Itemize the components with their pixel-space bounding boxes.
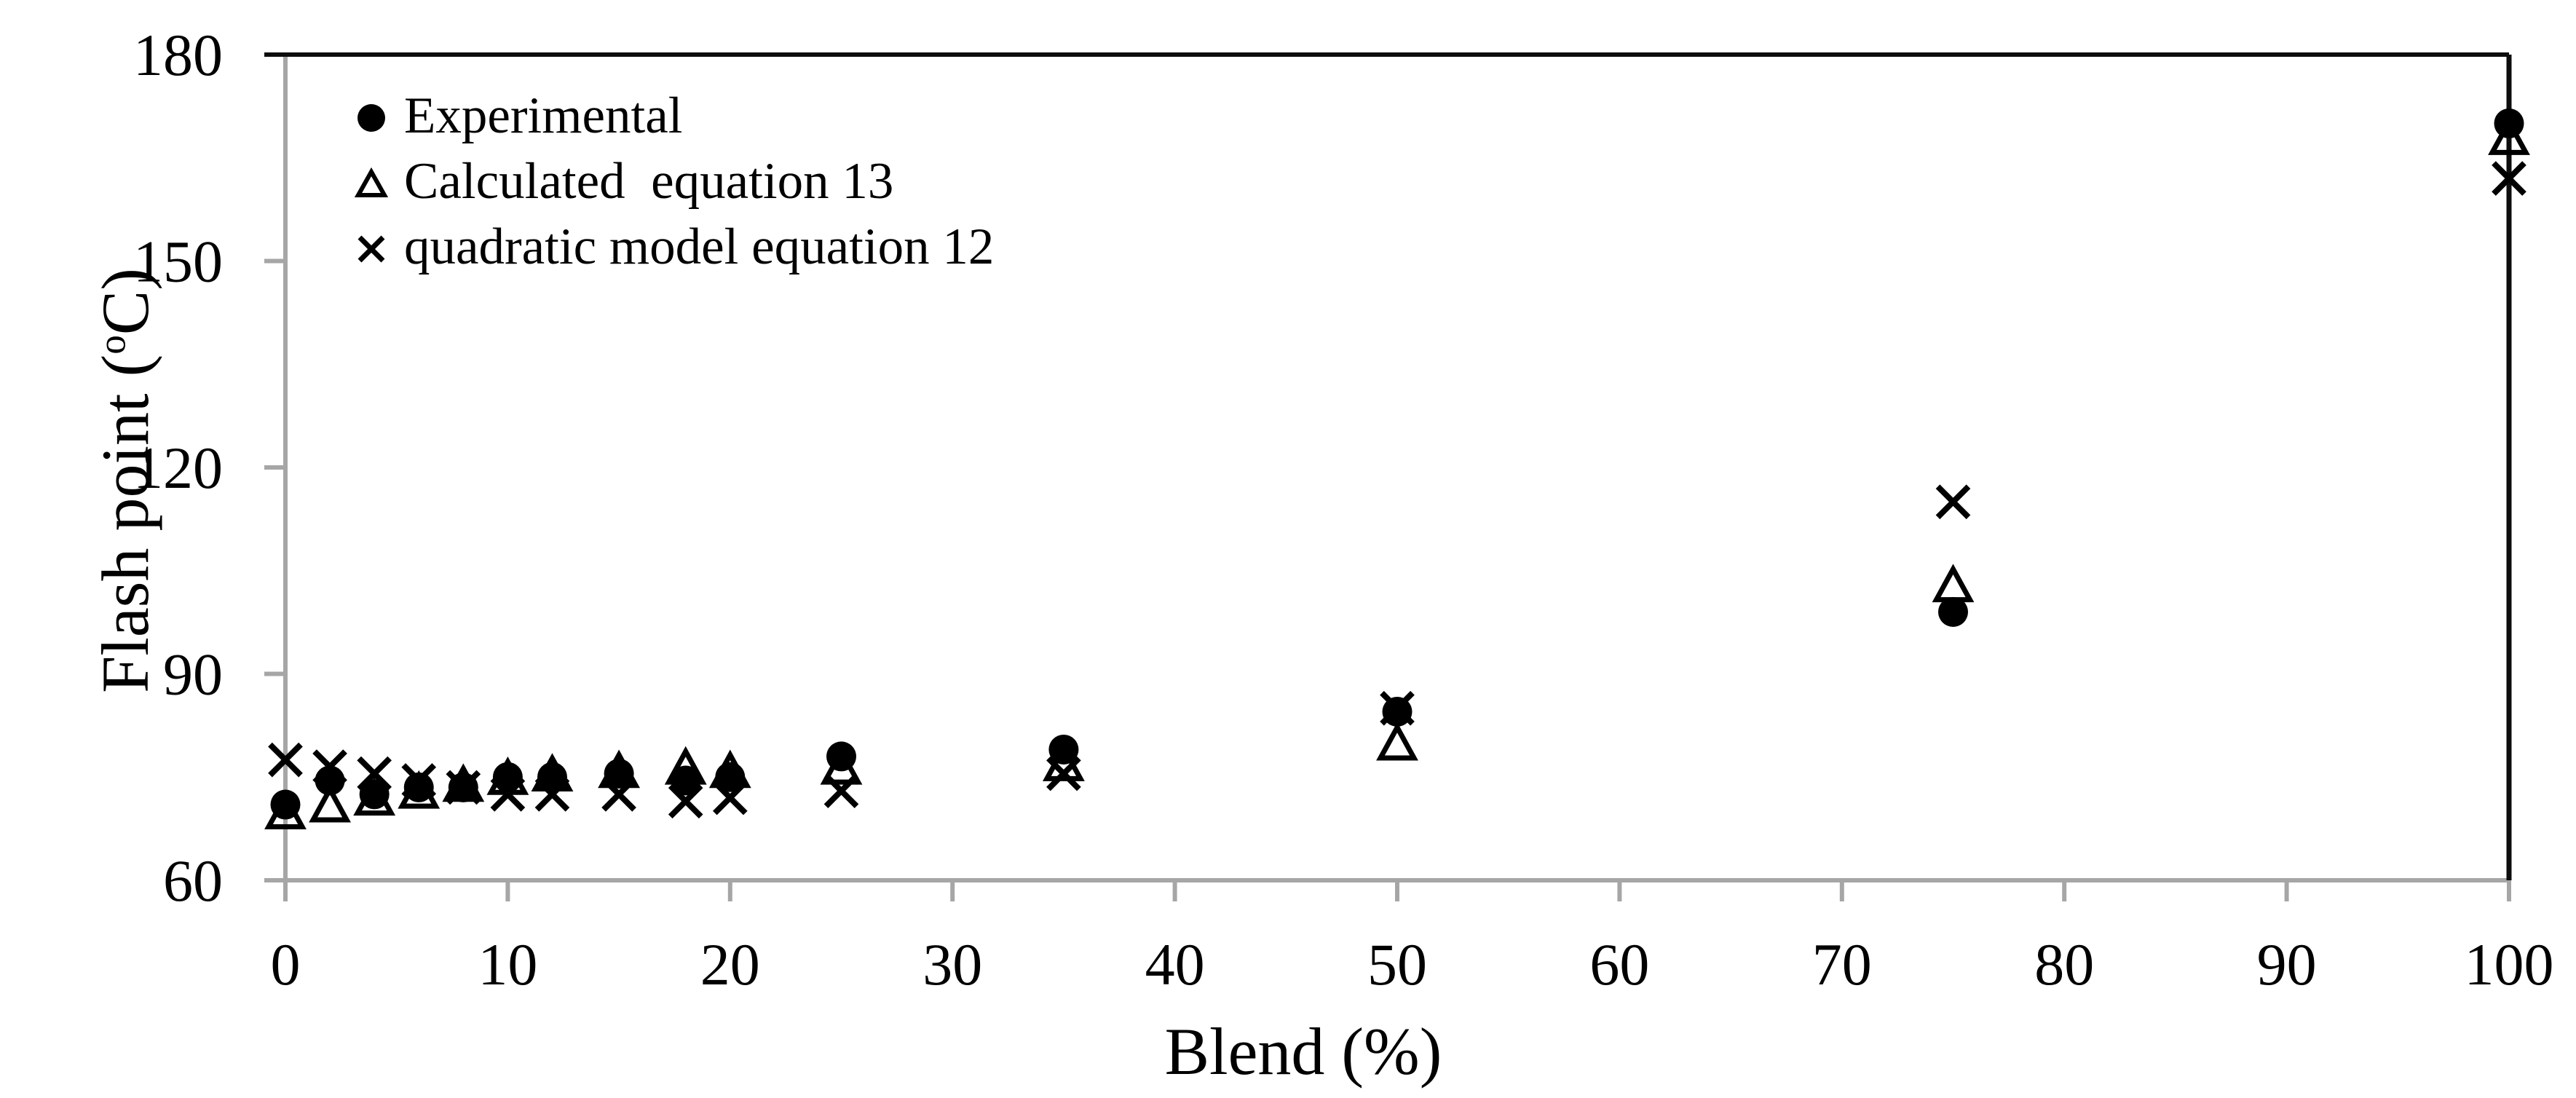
data-point-experimental <box>359 779 390 810</box>
y-axis-title-prefix: Flash point ( <box>88 354 162 693</box>
data-point-experimental <box>1048 734 1079 765</box>
x-tick-label: 60 <box>1589 931 1649 998</box>
data-point-experimental <box>270 789 301 820</box>
x-tick-label: 20 <box>700 931 760 998</box>
y-tick-label: 150 <box>133 229 223 295</box>
x-tick-label: 80 <box>2034 931 2094 998</box>
data-point-experimental <box>604 759 634 789</box>
data-point-quadratic <box>823 773 859 808</box>
open-triangle-icon <box>339 151 404 216</box>
x-tick-label: 50 <box>1367 931 1427 998</box>
data-point-experimental <box>2494 108 2524 138</box>
x-tick-label: 90 <box>2257 931 2317 998</box>
x-tick-label: 10 <box>478 931 537 998</box>
legend-label-calculated: Calculated equation 13 <box>404 152 894 210</box>
x-tick-label: 40 <box>1145 931 1205 998</box>
data-point-calculated <box>2488 116 2530 155</box>
legend-item-calculated: Calculated equation 13 <box>339 151 994 216</box>
data-point-experimental <box>537 762 567 792</box>
x-tick-label: 100 <box>2465 931 2554 998</box>
data-point-experimental <box>1938 596 1968 627</box>
filled-circle-icon <box>339 85 404 151</box>
legend-label-experimental: Experimental <box>404 87 683 144</box>
x-tick-label: 70 <box>1812 931 1872 998</box>
legend-label-quadratic: quadratic model equation 12 <box>404 218 995 275</box>
data-point-quadratic <box>2492 161 2526 196</box>
data-point-experimental <box>715 762 746 792</box>
y-tick-label: 180 <box>133 22 223 88</box>
x-axis-title: Blend (%) <box>1164 1014 1442 1089</box>
data-point-quadratic <box>268 742 303 778</box>
data-point-calculated <box>1932 564 1975 603</box>
y-axis-title-superscript: o <box>90 335 134 355</box>
y-axis-title: Flash point (oC) <box>88 268 162 693</box>
data-point-experimental <box>671 765 701 796</box>
data-point-experimental <box>315 765 345 796</box>
legend-item-quadratic: quadratic model equation 12 <box>339 216 994 282</box>
y-tick-label: 90 <box>163 641 223 708</box>
y-tick-label: 120 <box>133 435 223 501</box>
data-point-experimental <box>826 741 856 772</box>
legend-item-experimental: Experimental <box>339 85 994 151</box>
y-axis-title-suffix: C) <box>88 268 162 336</box>
x-mark-icon <box>339 216 404 282</box>
data-point-calculated <box>1376 722 1418 761</box>
data-point-quadratic <box>1046 756 1081 791</box>
data-point-quadratic <box>1935 484 1971 520</box>
legend: Experimental Calculated equation 13 quad… <box>339 85 994 282</box>
x-tick-label: 0 <box>271 931 301 998</box>
data-point-experimental <box>1382 696 1413 727</box>
data-point-experimental <box>448 772 478 802</box>
data-point-experimental <box>492 762 523 792</box>
data-point-calculated <box>309 783 351 823</box>
y-tick-label: 60 <box>163 848 223 914</box>
x-tick-label: 30 <box>922 931 982 998</box>
data-point-experimental <box>403 772 434 802</box>
